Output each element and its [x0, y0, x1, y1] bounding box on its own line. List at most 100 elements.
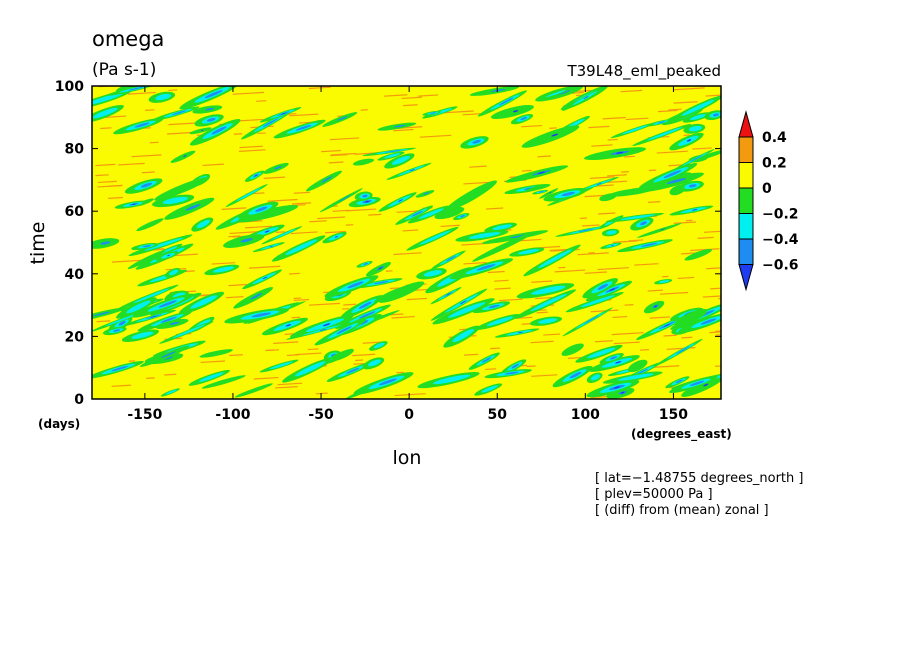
- negative-anomaly-patch: [669, 205, 714, 216]
- positive-anomaly-streak: [526, 365, 536, 368]
- y-tick-label: 40: [65, 267, 85, 283]
- negative-anomaly-patch: [561, 343, 584, 356]
- negative-anomaly-patch: [179, 291, 225, 315]
- x-tick-label: -50: [308, 407, 334, 423]
- colorbar-label: 0.2: [762, 156, 787, 172]
- negative-anomaly-patch: [532, 189, 549, 195]
- negative-anomaly-patch: [643, 300, 665, 314]
- positive-anomaly-streak: [127, 91, 156, 95]
- negative-anomaly-patch: [453, 212, 470, 221]
- negative-anomaly-patch: [494, 328, 540, 338]
- x-axis-ticks: -150 -100 -50 0 50 100 150: [127, 86, 688, 423]
- negative-anomaly-patch: [655, 338, 703, 366]
- negative-anomaly-patch: [137, 310, 192, 332]
- negative-anomaly-patch: [600, 242, 622, 249]
- positive-anomaly-streak: [293, 298, 310, 302]
- positive-anomaly-streak: [343, 303, 356, 306]
- positive-anomaly-streak: [118, 162, 145, 166]
- negative-anomaly-patch: [455, 230, 509, 242]
- negative-anomaly-patch: [586, 372, 603, 383]
- positive-anomaly-streak: [659, 291, 689, 295]
- x-tick-label: -150: [127, 407, 162, 423]
- negative-anomaly-patch: [170, 150, 196, 163]
- negative-anomaly-patch: [430, 288, 488, 321]
- positive-anomaly-streak: [308, 86, 331, 90]
- negative-anomaly-patch: [416, 268, 447, 280]
- positive-anomaly-streak: [321, 149, 341, 153]
- negative-anomaly-patch: [555, 225, 609, 237]
- negative-anomaly-patch: [677, 180, 704, 192]
- positive-anomaly-streak: [531, 280, 553, 283]
- negative-anomaly-patch: [516, 283, 575, 299]
- negative-anomaly-patch: [238, 201, 279, 219]
- positive-anomaly-streak: [394, 393, 426, 397]
- positive-anomaly-streak: [647, 289, 663, 292]
- positive-anomaly-streak: [275, 386, 298, 389]
- negative-anomaly-patch: [124, 178, 163, 194]
- positive-anomaly-streak: [289, 113, 319, 117]
- positive-anomaly-streak: [419, 134, 452, 138]
- positive-anomaly-streak: [95, 163, 116, 167]
- negative-anomaly-patch: [151, 106, 200, 121]
- positive-anomaly-streak: [718, 297, 721, 300]
- positive-anomaly-streak: [463, 261, 487, 265]
- negative-anomaly-patch: [224, 308, 289, 324]
- negative-anomaly-patch: [474, 383, 503, 396]
- negative-anomaly-patch: [244, 170, 265, 182]
- negative-anomaly-patch: [271, 235, 326, 262]
- positive-anomaly-streak: [221, 207, 247, 210]
- negative-anomaly-patch: [552, 365, 593, 388]
- positive-anomaly-streak: [265, 349, 275, 352]
- positive-anomaly-streak: [535, 296, 552, 300]
- negative-anomaly-patch: [472, 232, 534, 262]
- negative-anomaly-patch: [103, 326, 127, 336]
- negative-anomaly-patch: [189, 119, 241, 146]
- negative-anomaly-patch: [395, 205, 434, 225]
- negative-anomaly-patch: [116, 297, 157, 319]
- negative-anomaly-patch: [340, 295, 384, 319]
- negative-anomaly-patch: [114, 200, 148, 209]
- negative-anomaly-patch: [92, 307, 127, 323]
- negative-anomaly-patch: [505, 165, 569, 183]
- annotation-diff: [ (diff) from (mean) zonal ]: [595, 503, 769, 518]
- positive-anomaly-streak: [494, 279, 509, 282]
- negative-anomaly-patch: [286, 322, 351, 340]
- experiment-label: T39L48_eml_peaked: [566, 62, 721, 81]
- positive-anomaly-streak: [589, 176, 615, 179]
- positive-anomaly-streak: [710, 287, 721, 290]
- negative-anomaly-patch: [362, 357, 385, 370]
- negative-anomaly-patch: [468, 352, 500, 370]
- colorbar-label: −0.2: [762, 207, 799, 223]
- negative-anomaly-patch: [601, 228, 620, 237]
- positive-anomaly-streak: [200, 360, 226, 364]
- negative-anomaly-patch: [324, 275, 379, 298]
- negative-anomaly-patch: [632, 123, 692, 146]
- negative-anomaly-patch: [326, 362, 372, 382]
- negative-anomaly-patch: [384, 153, 415, 169]
- negative-anomaly-patch: [585, 280, 632, 302]
- positive-anomaly-streak: [368, 213, 382, 216]
- positive-anomaly-streak: [620, 89, 643, 93]
- negative-anomaly-patch: [373, 287, 402, 303]
- positive-anomaly-streak: [131, 154, 162, 158]
- positive-anomaly-streak: [97, 180, 117, 184]
- positive-anomaly-streak: [96, 320, 111, 323]
- positive-anomaly-streak: [149, 141, 159, 144]
- negative-anomaly-patch: [92, 89, 132, 110]
- negative-anomaly-patch: [509, 247, 545, 257]
- negative-anomaly-patch: [646, 119, 672, 127]
- positive-anomaly-streak: [229, 354, 243, 357]
- positive-anomaly-streak: [654, 365, 680, 368]
- positive-anomaly-streak: [521, 124, 542, 128]
- positive-anomaly-streak: [554, 269, 586, 273]
- negative-anomaly-patch: [322, 112, 358, 127]
- negative-anomaly-patch: [524, 184, 547, 193]
- negative-anomaly-patch: [159, 321, 214, 344]
- negative-anomaly-patch: [199, 349, 233, 358]
- positive-anomaly-streak: [291, 316, 301, 319]
- positive-anomaly-streak: [239, 149, 266, 152]
- positive-anomaly-streak: [663, 334, 677, 337]
- positive-anomaly-streak: [648, 201, 661, 203]
- colorbar-label: 0: [762, 181, 772, 197]
- negative-anomaly-patch: [678, 312, 721, 334]
